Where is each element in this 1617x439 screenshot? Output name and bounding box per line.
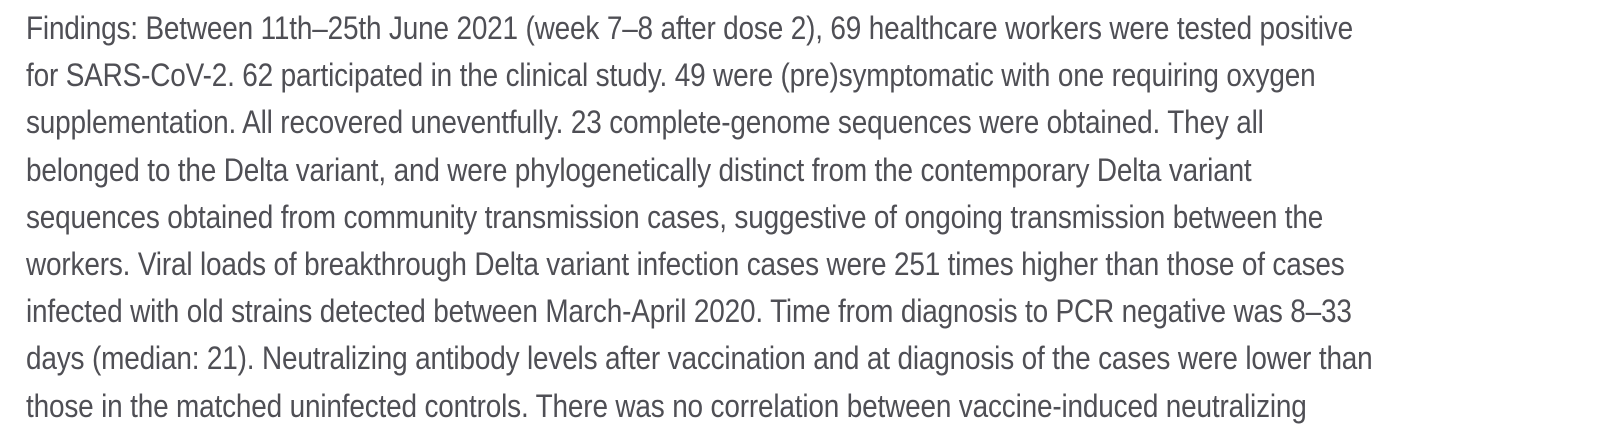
abstract-line: for SARS-CoV-2. 62 participated in the c… bbox=[26, 57, 1316, 94]
abstract-line: workers. Viral loads of breakthrough Del… bbox=[26, 245, 1345, 282]
abstract-line: belonged to the Delta variant, and were … bbox=[26, 151, 1252, 188]
findings-paragraph: Findings: Between 11th–25th June 2021 (w… bbox=[26, 5, 1394, 430]
abstract-line: Findings: Between 11th–25th June 2021 (w… bbox=[26, 10, 1353, 46]
abstract-line: those in the matched uninfected controls… bbox=[26, 387, 1307, 424]
abstract-line: sequences obtained from community transm… bbox=[26, 198, 1324, 235]
abstract-line: infected with old strains detected betwe… bbox=[26, 293, 1352, 330]
abstract-line: days (median: 21). Neutralizing antibody… bbox=[26, 340, 1373, 377]
abstract-line: supplementation. All recovered uneventfu… bbox=[26, 104, 1264, 141]
